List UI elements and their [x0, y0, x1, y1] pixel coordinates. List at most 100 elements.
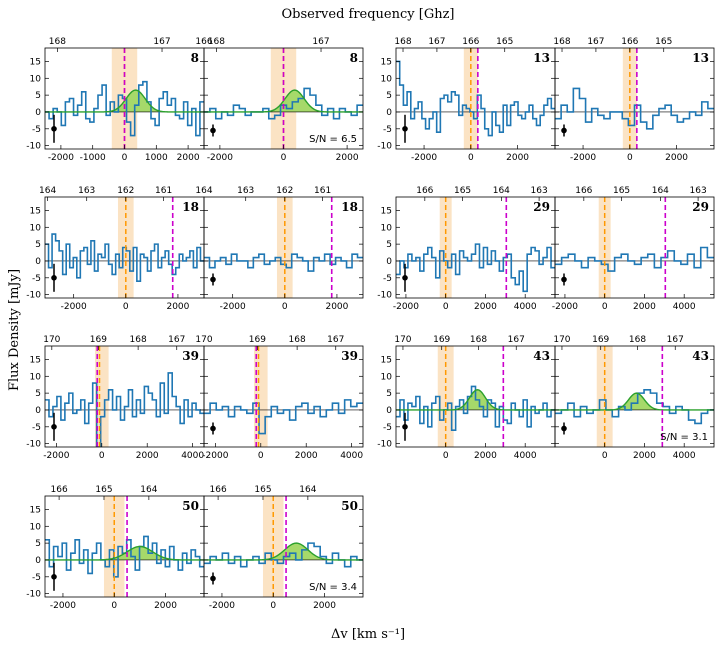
velocity-band: [253, 346, 268, 447]
y-tick-label: 15: [30, 355, 41, 365]
y-tick-label: 10: [381, 223, 393, 233]
x-tick-label: 4000: [340, 451, 363, 461]
panel-frame: [203, 196, 364, 299]
error-bar-point: [210, 575, 216, 582]
line-fit-curve: [396, 389, 555, 411]
panel-id-label: 18: [182, 200, 199, 214]
top-tick-label: 162: [117, 186, 134, 196]
error-bar-point: [561, 127, 567, 134]
top-tick-label: 168: [208, 37, 225, 47]
top-tick-label: 167: [508, 335, 525, 345]
x-tick-label: -2000: [220, 302, 246, 312]
x-tick-label: 0: [443, 451, 449, 461]
top-tick-label: 161: [155, 186, 172, 196]
error-bar-point: [402, 424, 408, 430]
top-tick-label: 167: [587, 37, 604, 47]
line-fit-curve: [204, 542, 363, 561]
y-tick-label: -5: [383, 423, 392, 433]
top-tick-label: 162: [276, 186, 293, 196]
top-tick-label: 167: [428, 37, 445, 47]
top-tick-label: 166: [575, 186, 592, 196]
error-bar-point: [402, 275, 408, 281]
y-tick-label: 5: [35, 389, 41, 399]
y-tick-label: -10: [26, 291, 41, 301]
top-tick-label: 164: [195, 186, 212, 196]
top-tick-label: 163: [237, 186, 254, 196]
x-tick-label: 2000: [633, 451, 656, 461]
top-tick-label: 165: [496, 37, 513, 47]
panel-plot-area: [204, 496, 363, 597]
panel-id-label: 43: [692, 349, 709, 363]
x-tick-label: -2000: [552, 302, 578, 312]
top-tick-label: 169: [90, 335, 107, 345]
y-tick-label: -5: [383, 274, 392, 284]
top-tick-label: 167: [168, 335, 185, 345]
y-tick-label: 5: [386, 240, 392, 250]
line-fit-fill: [45, 546, 204, 560]
x-tick-label: 2000: [177, 153, 200, 163]
top-tick-label: 164: [493, 186, 510, 196]
x-tick-label: 0: [443, 302, 449, 312]
spectrum-line: [204, 542, 363, 568]
x-tick-label: 0: [627, 153, 633, 163]
panel-id-label: 8: [350, 51, 358, 65]
error-bar-point: [402, 126, 408, 132]
y-tick-label: -10: [26, 142, 41, 152]
error-bar-point: [210, 276, 216, 283]
top-tick-label: 164: [299, 485, 316, 495]
x-tick-label: 4000: [181, 451, 204, 461]
snr-label: S/N = 6.5: [309, 134, 357, 145]
top-tick-label: 164: [652, 186, 669, 196]
top-tick-label: 168: [629, 335, 646, 345]
y-tick-label: 0: [386, 257, 392, 267]
panel-frame: [554, 196, 715, 299]
y-tick-label: 0: [35, 108, 41, 118]
panel-plot-area: [396, 197, 555, 298]
x-tick-label: -2000: [48, 153, 74, 163]
panel-plot-area: [45, 346, 204, 447]
top-tick-label: 164: [39, 186, 56, 196]
top-axis-title: Observed frequency [Ghz]: [281, 7, 454, 22]
panel-id-label: 18: [341, 200, 358, 214]
y-tick-label: -5: [32, 423, 41, 433]
y-tick-label: 5: [35, 91, 41, 101]
panel-id-label: 50: [182, 499, 199, 513]
panel-plot-area: [204, 48, 363, 149]
x-tick-label: 0: [122, 153, 128, 163]
top-tick-label: 168: [49, 37, 66, 47]
x-tick-label: 2000: [474, 451, 497, 461]
panel-id-label: 29: [692, 200, 709, 214]
panel-8-b: -2000 0 2000 168 167 8 S/N = 6.5: [203, 37, 364, 163]
top-tick-label: 166: [416, 186, 433, 196]
spectrum-line: [555, 246, 714, 272]
x-tick-label: 0: [281, 153, 287, 163]
error-bar-point: [51, 424, 57, 430]
y-tick-label: 5: [35, 240, 41, 250]
top-tick-label: 167: [312, 37, 329, 47]
y-tick-label: -5: [32, 274, 41, 284]
top-tick-label: 165: [454, 186, 471, 196]
x-tick-label: 0: [111, 601, 117, 611]
y-axis-title: Flux Density [mJy]: [7, 269, 22, 391]
snr-label: S/N = 3.1: [660, 432, 708, 443]
y-tick-label: -10: [377, 142, 392, 152]
x-axis-title: Δv [km s⁻¹]: [331, 627, 405, 642]
x-tick-label: 0: [258, 451, 264, 461]
panel-13-b: -2000 0 2000 168 167 166 165 13: [553, 37, 715, 163]
y-tick-label: 0: [35, 406, 41, 416]
x-tick-label: -2000: [202, 451, 228, 461]
y-tick-label: 0: [35, 257, 41, 267]
x-tick-label: 2000: [506, 153, 529, 163]
x-tick-label: -2000: [570, 153, 596, 163]
y-tick-label: 0: [386, 108, 392, 118]
panel-39-b: -2000 0 2000 4000 169 168 167 170 39: [195, 335, 364, 461]
top-tick-label: 169: [249, 335, 266, 345]
panel-plot-area: [555, 197, 714, 298]
x-tick-label: -2000: [61, 302, 87, 312]
x-tick-label: 0: [270, 601, 276, 611]
y-tick-label: 10: [30, 522, 42, 532]
panel-id-label: 13: [533, 51, 550, 65]
x-tick-label: -1000: [80, 153, 106, 163]
top-tick-label: 166: [210, 485, 227, 495]
line-fit-fill: [555, 393, 714, 410]
